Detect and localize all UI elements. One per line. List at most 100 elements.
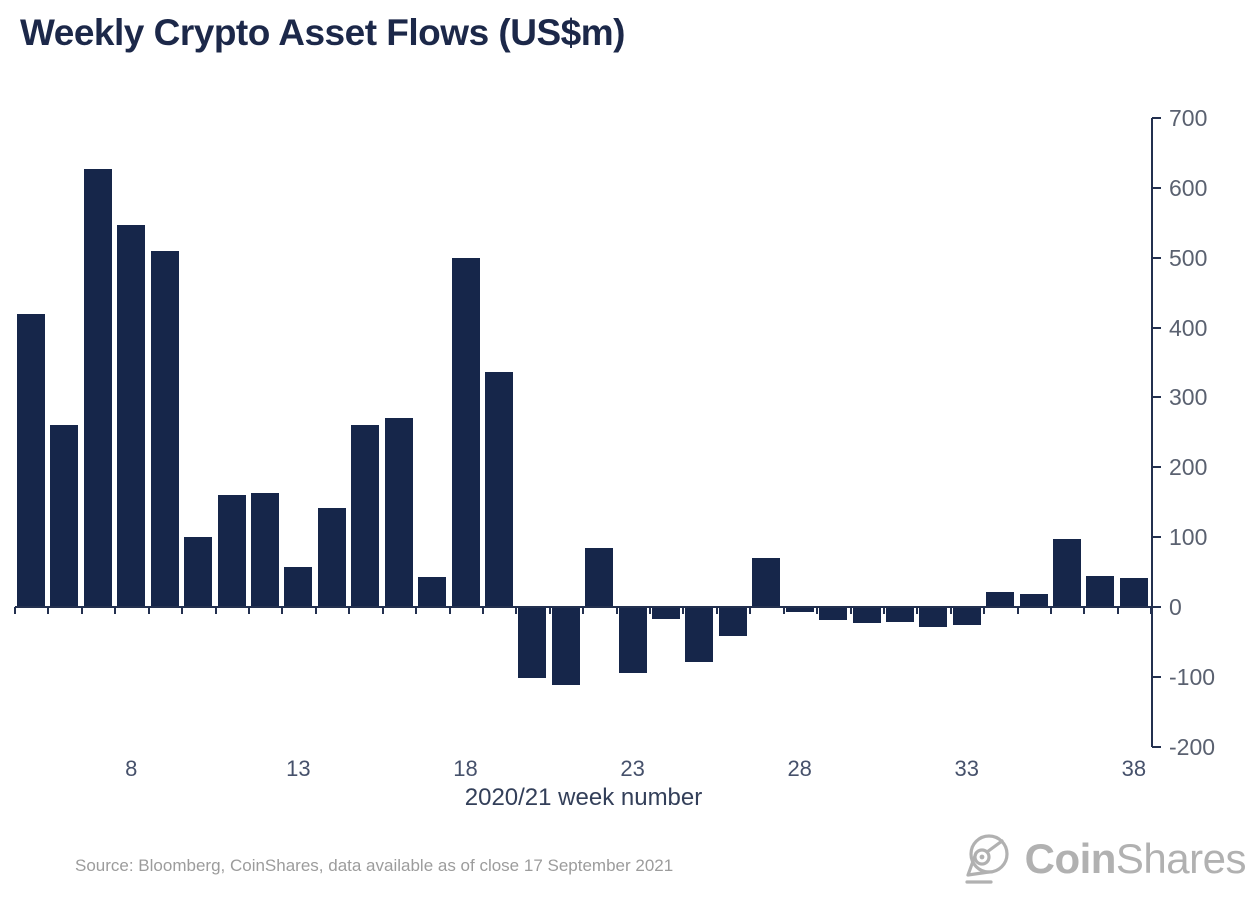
x-tick: [882, 607, 885, 614]
x-tick: [1116, 607, 1119, 614]
chart-title: Weekly Crypto Asset Flows (US$m): [20, 12, 625, 53]
x-tick: [1016, 607, 1019, 614]
x-tick: [1050, 607, 1052, 614]
bar-week-29: [819, 607, 848, 621]
x-tick-label-week-38: 38: [1121, 756, 1147, 781]
y-tick: [1152, 745, 1161, 748]
x-tick: [949, 607, 952, 614]
bar-week-13: [284, 567, 313, 607]
x-tick: [247, 607, 250, 614]
x-tick-label-week-18: 18: [453, 756, 478, 781]
x-tick: [314, 607, 317, 614]
bar-week-5: [17, 313, 45, 607]
x-tick: [181, 607, 184, 614]
logo-wordmark: CoinShares: [1025, 835, 1247, 882]
x-tick: [47, 607, 50, 614]
bar-week-24: [652, 607, 680, 619]
x-tick: [281, 607, 284, 614]
bar-week-37: [1086, 575, 1115, 607]
bar-week-6: [50, 425, 79, 607]
x-tick: [214, 607, 217, 614]
x-tick: [448, 607, 451, 614]
x-tick: [481, 607, 484, 614]
coinshares-orb-icon: [965, 834, 1009, 884]
x-tick: [816, 607, 819, 614]
bar-week-9: [150, 250, 179, 607]
x-tick: [615, 607, 618, 614]
y-tick: [1152, 396, 1161, 399]
bar-week-18: [451, 257, 480, 607]
bar-week-7: [83, 169, 112, 607]
bar-week-30: [852, 607, 881, 624]
bar-week-32: [919, 607, 948, 627]
bar-week-26: [718, 607, 747, 637]
x-tick: [515, 607, 518, 614]
bar-week-15: [351, 425, 380, 607]
y-tick-label: 600: [1169, 174, 1208, 201]
x-tick-label-week-28: 28: [787, 756, 812, 781]
x-tick-label-week-23: 23: [620, 756, 645, 781]
x-tick: [782, 607, 785, 614]
y-tick: [1152, 256, 1161, 259]
y-tick-label: 100: [1169, 524, 1208, 551]
bar-week-16: [384, 418, 413, 607]
y-tick: [1152, 466, 1161, 469]
x-tick: [348, 607, 351, 614]
bar-week-12: [250, 493, 279, 607]
bar-week-38: [1119, 577, 1148, 607]
x-axis-title: 2020/21 week number: [464, 784, 703, 811]
bar-week-28: [785, 607, 814, 612]
x-tick: [582, 607, 585, 614]
bar-week-17: [418, 577, 446, 607]
x-tick: [381, 607, 384, 614]
bar-week-21: [551, 607, 580, 686]
coinshares-logo: CoinShares: [961, 828, 1247, 890]
x-tick: [415, 607, 417, 614]
bar-week-31: [885, 607, 914, 622]
y-tick-label: 500: [1169, 244, 1208, 271]
x-tick-label-week-13: 13: [286, 756, 311, 781]
x-tick: [147, 607, 150, 614]
x-tick-label-week-8: 8: [125, 756, 138, 781]
x-tick: [114, 607, 117, 614]
bar-week-8: [117, 224, 146, 607]
x-tick: [548, 607, 551, 614]
x-tick: [916, 607, 919, 614]
x-tick: [749, 607, 752, 614]
bar-week-23: [618, 607, 647, 674]
x-tick-label-week-33: 33: [954, 756, 980, 781]
bar-week-34: [986, 592, 1015, 607]
y-tick: [1152, 675, 1161, 678]
y-tick-label: 300: [1169, 384, 1208, 411]
source-note: Source: Bloomberg, CoinShares, data avai…: [75, 856, 674, 875]
x-tick: [14, 607, 16, 614]
x-tick: [80, 607, 83, 614]
bar-week-27: [752, 558, 781, 607]
y-tick-label: 400: [1169, 314, 1208, 341]
bar-week-36: [1053, 539, 1081, 607]
bar-week-20: [518, 607, 547, 679]
x-tick: [1083, 607, 1086, 614]
x-tick: [649, 607, 651, 614]
y-tick: [1152, 117, 1161, 119]
y-tick-label: -200: [1169, 733, 1216, 760]
y-tick-label: 700: [1169, 105, 1208, 131]
y-tick: [1152, 186, 1161, 189]
x-tick: [1150, 607, 1153, 614]
y-tick: [1152, 536, 1161, 539]
y-tick-label: -100: [1169, 663, 1216, 690]
logo-text-light: Shares: [1115, 835, 1247, 882]
x-tick: [715, 607, 718, 614]
y-axis-spine: [1151, 118, 1153, 747]
x-tick: [983, 607, 986, 614]
y-tick-label: 200: [1169, 454, 1208, 481]
bar-week-33: [952, 607, 981, 626]
y-tick-label: 0: [1169, 594, 1182, 620]
bar-week-19: [484, 372, 513, 607]
y-tick: [1152, 606, 1161, 608]
x-tick: [682, 607, 685, 614]
x-tick: [849, 607, 852, 614]
bar-week-22: [585, 547, 614, 607]
